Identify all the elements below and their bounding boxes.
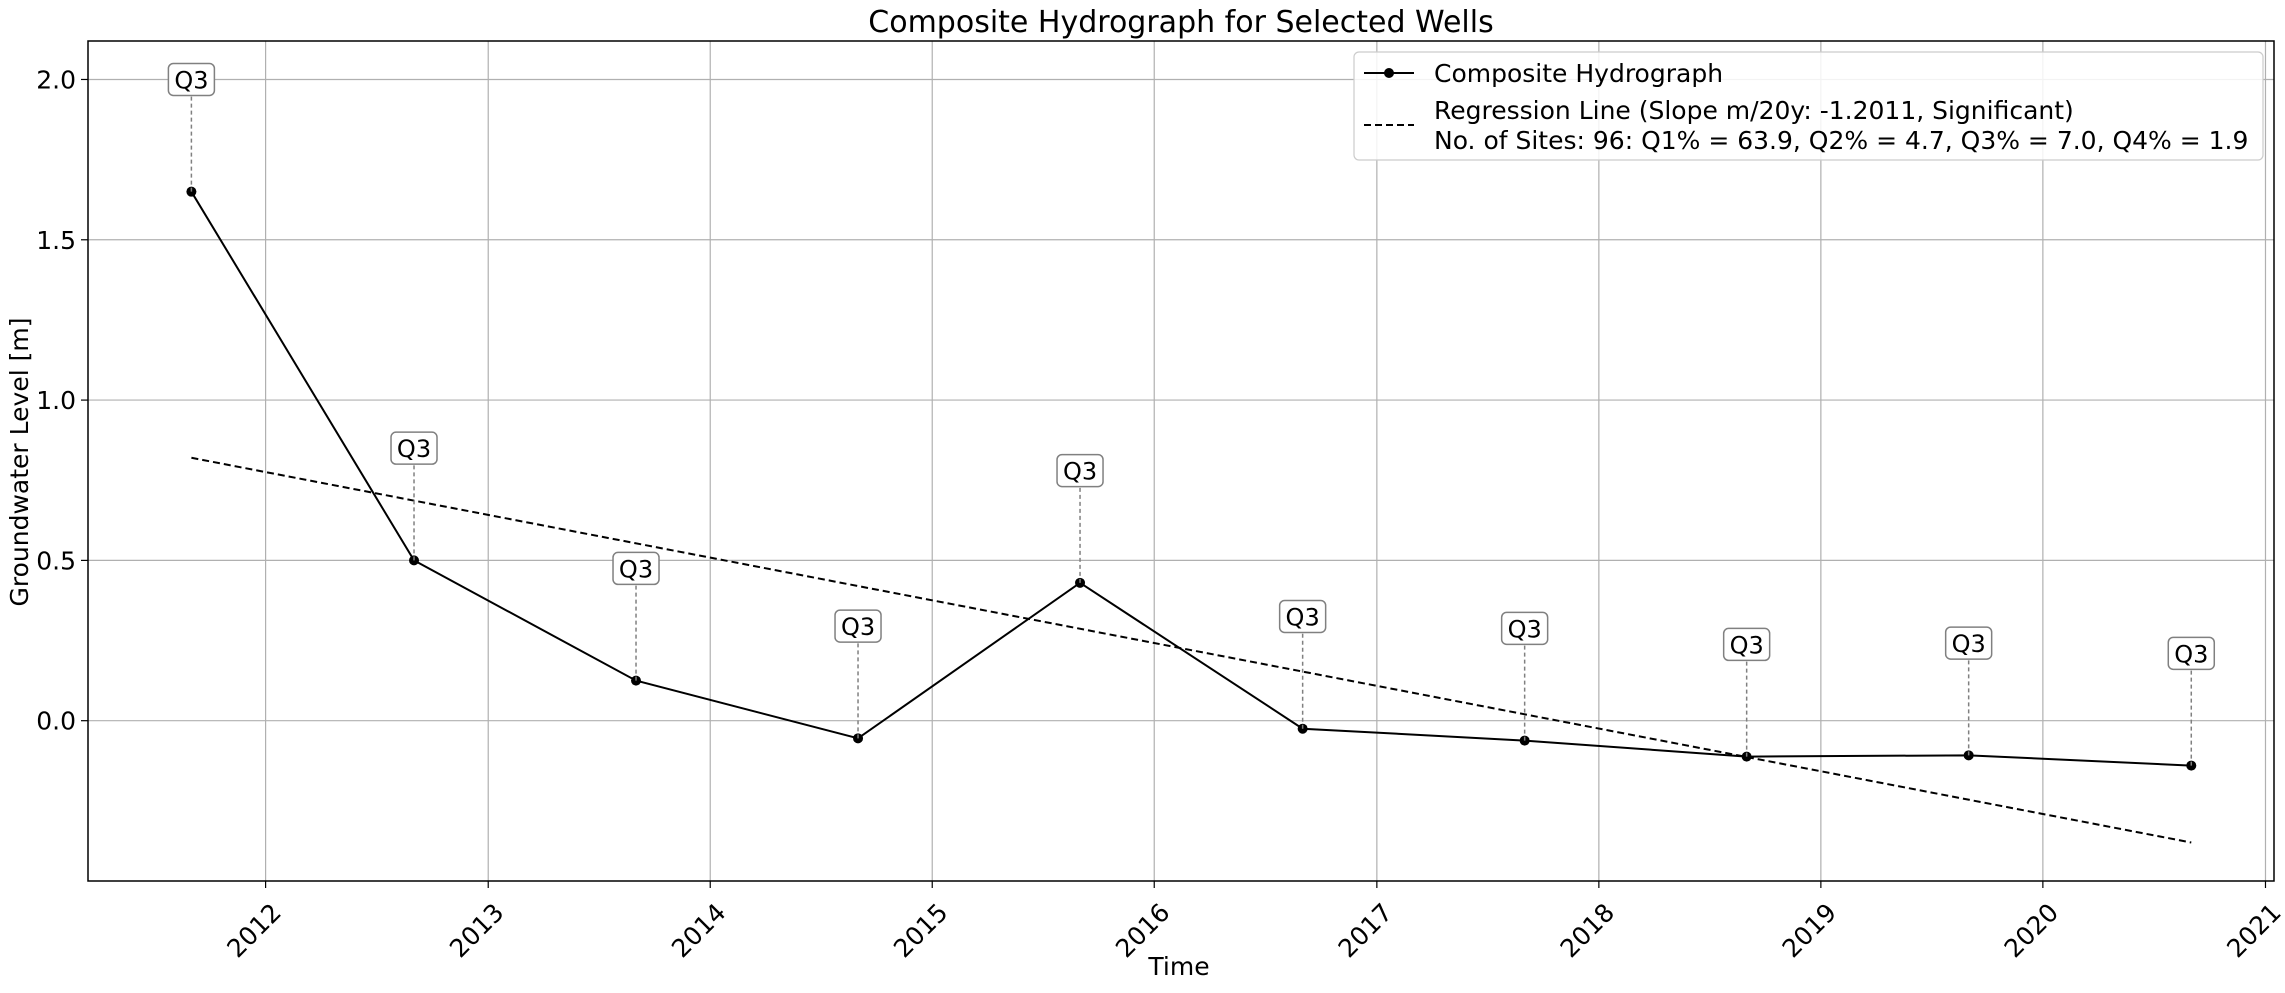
annotation-label: Q3 (1508, 615, 1542, 643)
y-axis-ticks: 0.0 0.5 1.0 1.5 2.0 (36, 65, 88, 736)
annotation-label: Q3 (2174, 640, 2208, 668)
annotation-box (1056, 453, 1104, 488)
annotation-box (167, 62, 216, 97)
annotation-box (390, 431, 438, 465)
annotation-label: Q3 (619, 555, 653, 583)
annotation-box (612, 551, 660, 586)
annotation-box (1944, 626, 1993, 660)
legend-label-regression: Regression Line (Slope m/20y: -1.2011, S… (1434, 96, 2074, 125)
annotation-label: Q3 (174, 66, 208, 94)
annotation-label: Q3 (841, 613, 875, 641)
annotations: Q3 Q3 Q3 Q3 Q3 Q3 Q3 Q3 Q3 Q3 (167, 62, 2216, 766)
annotation-label: Q3 (397, 435, 431, 463)
plot-series (186, 186, 2197, 844)
annotation-label: Q3 (1063, 458, 1097, 486)
y-tick-label: 2.0 (36, 65, 76, 94)
grid-lines (88, 41, 2274, 881)
regression-line (191, 456, 2192, 844)
x-axis-label: Time (1147, 952, 1209, 981)
annotation-box (834, 609, 882, 643)
annotation-label: Q3 (1952, 630, 1986, 658)
annotation-box (1278, 599, 1327, 634)
annotation-box (1500, 611, 1549, 646)
y-tick-label: 1.0 (36, 386, 76, 415)
legend-label-composite: Composite Hydrograph (1434, 59, 1723, 88)
legend: Composite Hydrograph Regression Line (Sl… (1353, 51, 2264, 161)
composite-hydrograph-line (190, 191, 2192, 767)
annotation-box (1722, 627, 1771, 662)
legend-box (1353, 51, 2264, 161)
y-tick-label: 0.0 (36, 707, 76, 736)
legend-label-sites: No. of Sites: 96: Q1% = 63.9, Q2% = 4.7,… (1434, 126, 2248, 155)
legend-marker-composite (1384, 68, 1394, 78)
annotation-label: Q3 (1286, 603, 1320, 631)
annotation-box (2167, 636, 2216, 671)
y-tick-label: 1.5 (36, 226, 76, 255)
annotation-label: Q3 (1730, 631, 1764, 659)
y-axis-label: Groundwater Level [m] (5, 318, 34, 607)
plot-frame (87, 40, 2275, 882)
chart-title: Composite Hydrograph for Selected Wells (868, 5, 1493, 40)
y-tick-label: 0.5 (36, 546, 76, 575)
